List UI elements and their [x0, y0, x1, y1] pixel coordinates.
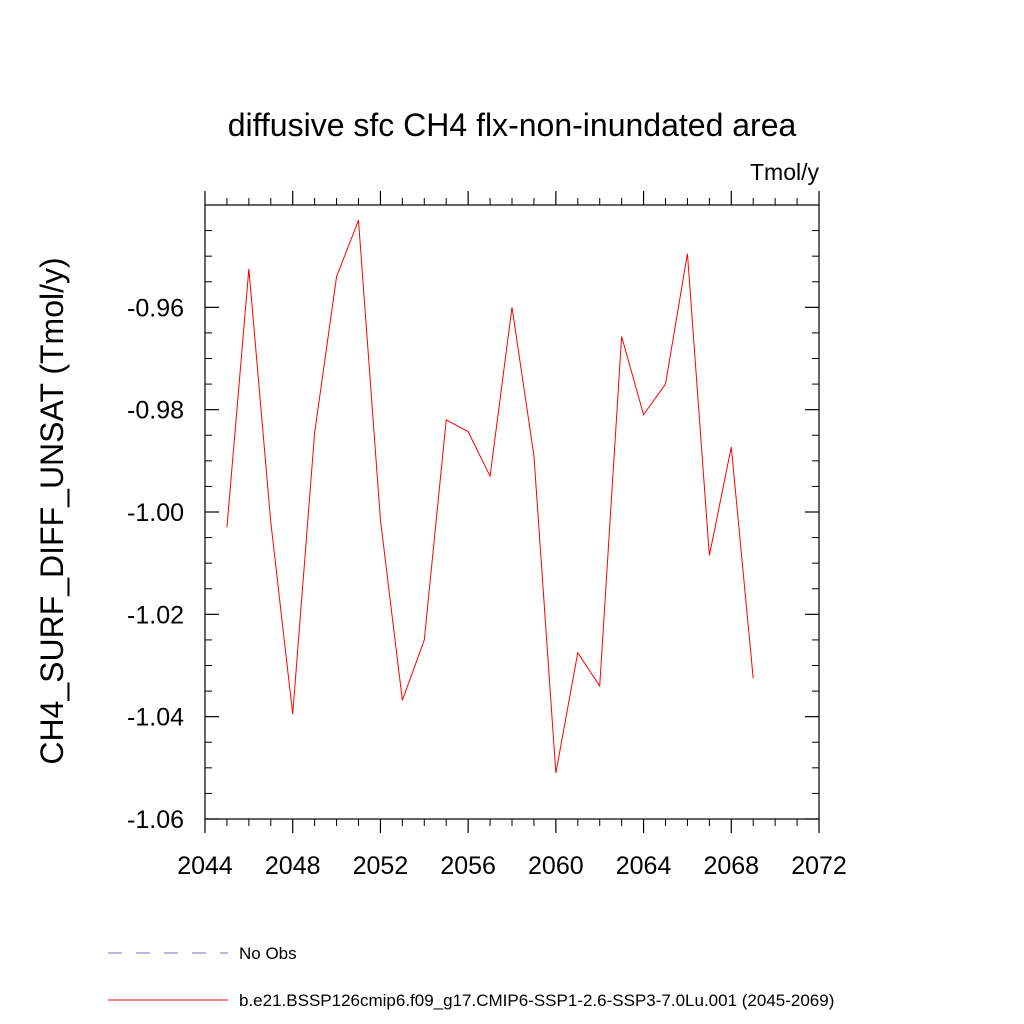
series-line-1 — [226, 220, 754, 774]
x-tick-label: 2072 — [791, 852, 847, 880]
legend-label-1: b.e21.BSSP126cmip6.f09_g17.CMIP6-SSP1-2.… — [239, 991, 834, 1010]
x-tick-label: 2068 — [703, 852, 759, 880]
x-tick-label: 2048 — [265, 852, 321, 880]
x-tick-label: 2052 — [353, 852, 409, 880]
legend: No Obs b.e21.BSSP126cmip6.f09_g17.CMIP6-S… — [108, 944, 834, 1010]
y-tick-label: -1.06 — [127, 806, 184, 834]
y-tick-label: -1.00 — [127, 499, 184, 527]
plot-frame — [204, 204, 820, 820]
x-tick-label: 2056 — [440, 852, 496, 880]
chart-title: diffusive sfc CH4 flx-non-inundated area — [228, 107, 797, 143]
series-layer — [226, 220, 754, 774]
y-tick-label: -1.02 — [127, 601, 184, 629]
units-label: Tmol/y — [750, 159, 820, 185]
y-tick-label: -0.96 — [127, 294, 184, 322]
y-tick-label: -0.98 — [127, 397, 184, 425]
y-axis-label: CH4_SURF_DIFF_UNSAT (Tmol/y) — [34, 257, 70, 764]
x-tick-label: 2044 — [177, 852, 233, 880]
y-tick-label: -1.04 — [127, 704, 184, 732]
legend-label-0: No Obs — [239, 944, 297, 963]
x-tick-label: 2064 — [616, 852, 672, 880]
axes-layer: 2044 2048 2052 2056 2060 2064 2068 2072 -1.06 -1.… — [127, 191, 847, 880]
x-tick-label: 2060 — [528, 852, 584, 880]
